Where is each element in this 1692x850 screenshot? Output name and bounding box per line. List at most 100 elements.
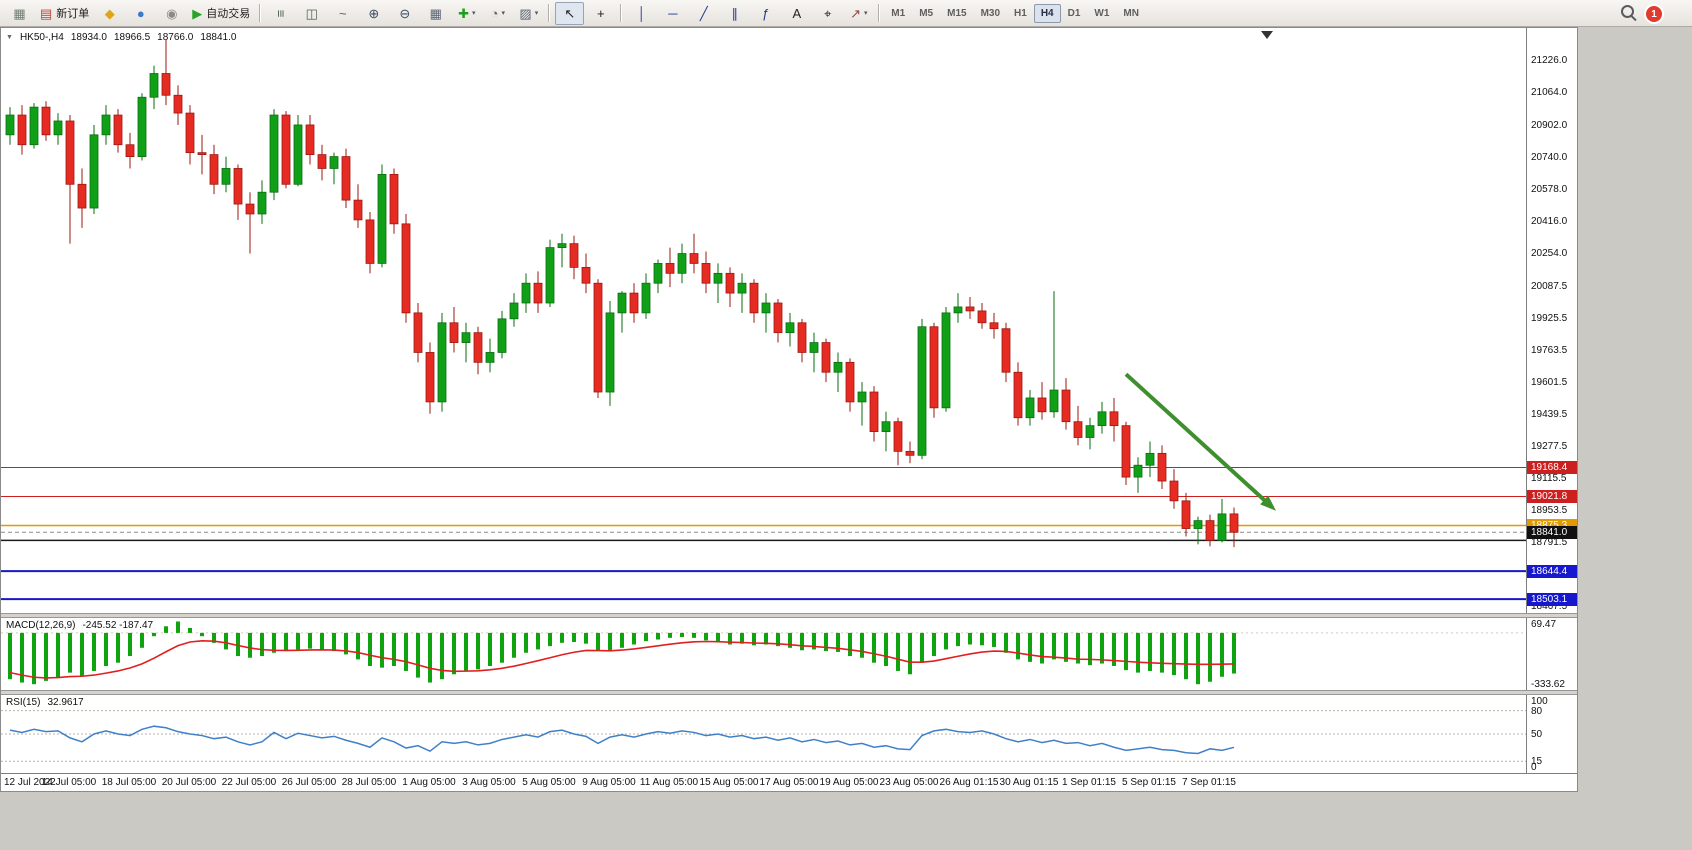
- autotrading-button-label: 自动交易: [206, 8, 251, 20]
- price-level-badge: 19168.4: [1527, 461, 1577, 474]
- chevron-down-icon: ▾: [471, 10, 476, 17]
- rsi-plot[interactable]: [1, 695, 1526, 773]
- time-tick-label: 3 Aug 05:00: [462, 777, 516, 788]
- rsi-tick-label: 0: [1531, 762, 1537, 773]
- fibonacci-button[interactable]: ƒ: [751, 2, 780, 25]
- macd-signal-line: [9, 640, 1235, 679]
- new-order-button[interactable]: ▤ 新订单: [36, 2, 93, 25]
- timeframe-m15-label: M15: [947, 7, 967, 19]
- autotrading-button[interactable]: ▶ 自动交易: [188, 2, 254, 25]
- text-button[interactable]: A: [782, 2, 811, 25]
- time-tick-label: 9 Aug 05:00: [582, 777, 636, 788]
- timeframe-h4-label: H4: [1040, 7, 1054, 19]
- crosshair-icon: +: [597, 5, 605, 21]
- text-icon: A: [792, 5, 802, 21]
- timeframe-mn[interactable]: MN: [1116, 4, 1146, 23]
- templates-icon: ▨: [519, 5, 532, 21]
- time-tick-label: 15 Aug 05:00: [699, 777, 759, 788]
- equidistant-channel-button[interactable]: ∥: [720, 2, 749, 25]
- price-axis[interactable]: 21226.0 21064.0 20902.0 20740.0 20578.0 20416…: [1526, 28, 1577, 613]
- cursor-icon: ↖: [564, 5, 576, 21]
- tile-windows-button[interactable]: ▦: [421, 2, 450, 25]
- price-tick-label: 18467.5: [1531, 601, 1568, 613]
- search-icon[interactable]: [1621, 5, 1634, 23]
- time-tick-label: 5 Aug 05:00: [522, 777, 576, 788]
- text-label-button[interactable]: ⌖: [813, 2, 842, 25]
- text-label-icon: ⌖: [824, 5, 832, 21]
- rsi-tick-label: 100: [1531, 696, 1548, 707]
- trend-arrow: [1124, 372, 1270, 506]
- macd-axis[interactable]: 69.47 -333.62: [1526, 618, 1577, 690]
- help-button[interactable]: ◉: [157, 2, 186, 25]
- community-button[interactable]: ●: [126, 2, 155, 25]
- chart-window-icon: ▦: [13, 5, 26, 21]
- crosshair-button[interactable]: +: [586, 2, 615, 25]
- chart-window-button[interactable]: ▦: [5, 2, 34, 25]
- toolbar-separator: [620, 4, 623, 22]
- bar-chart-button[interactable]: ≡: [266, 2, 295, 25]
- timeframe-m30[interactable]: M30: [974, 4, 1007, 23]
- notification-badge[interactable]: 1: [1646, 6, 1662, 22]
- toolbar: ▦ ▤ 新订单 ◆ ● ◉ ▶ 自动交易 ≡ ◫ ~ ⊕ ⊖ ▦ ✚ ▾ ◔ ▾ ▨ ▾ ↖ + │ ─ ╱ ∥ ƒ A ⌖ ↗ ▾ M1 M5…: [0, 0, 1692, 27]
- arrows-button[interactable]: ↗ ▾: [844, 2, 873, 25]
- timeframe-m1[interactable]: M1: [884, 4, 912, 23]
- timeframe-m5[interactable]: M5: [912, 4, 940, 23]
- price-tick-label: 19439.5: [1531, 408, 1568, 420]
- timeframe-h1[interactable]: H1: [1007, 4, 1034, 23]
- time-tick-label: 5 Sep 01:15: [1122, 777, 1176, 788]
- time-tick-label: 12 Jul 2022: [4, 777, 56, 788]
- price-tick-label: 19763.5: [1531, 344, 1568, 356]
- chevron-down-icon: ▾: [534, 10, 539, 17]
- timeframe-h4[interactable]: H4: [1033, 3, 1061, 23]
- indicators-button[interactable]: ✚ ▾: [452, 2, 481, 25]
- horizontal-line-button[interactable]: ─: [658, 2, 687, 25]
- time-tick-label: 1 Aug 05:00: [402, 777, 456, 788]
- timeframe-m1-label: M1: [891, 7, 906, 19]
- time-tick-label: 26 Aug 01:15: [939, 777, 999, 788]
- new-order-icon: ▤: [40, 5, 53, 21]
- trendline-button[interactable]: ╱: [689, 2, 718, 25]
- panel-splitter[interactable]: [1, 690, 1577, 695]
- price-level-badge: 18644.4: [1527, 564, 1577, 578]
- main-chart-plot[interactable]: [1, 28, 1526, 613]
- new-order-button-label: 新订单: [56, 8, 90, 20]
- price-tick-label: 20740.0: [1531, 151, 1568, 163]
- chart-shift-marker: [1261, 31, 1273, 39]
- timeframe-w1[interactable]: W1: [1087, 4, 1116, 23]
- time-tick-label: 1 Sep 01:15: [1062, 777, 1116, 788]
- candle-chart-icon: ◫: [305, 5, 318, 21]
- price-level-badge: 18503.1: [1527, 592, 1577, 606]
- time-axis[interactable]: 12 Jul 2022 14 Jul 05:00 18 Jul 05:00 20 Ju…: [1, 773, 1577, 791]
- panel-splitter[interactable]: [1, 613, 1577, 618]
- macd-tick-label: 69.47: [1531, 619, 1557, 630]
- timeframe-m30-label: M30: [980, 7, 1001, 19]
- market-icon: ◆: [104, 5, 115, 21]
- templates-button[interactable]: ▨ ▾: [514, 2, 543, 25]
- toolbar-separator: [548, 4, 551, 22]
- price-tick-label: 19925.5: [1531, 312, 1568, 324]
- time-tick-label: 30 Aug 01:15: [999, 777, 1059, 788]
- vertical-line-button[interactable]: │: [627, 2, 656, 25]
- price-tick-label: 19277.5: [1531, 440, 1568, 452]
- candle-chart-button[interactable]: ◫: [297, 2, 326, 25]
- candles: [5, 39, 1239, 548]
- timeframe-m5-label: M5: [919, 7, 934, 19]
- time-tick-label: 17 Aug 05:00: [759, 777, 819, 788]
- macd-plot[interactable]: [1, 618, 1526, 690]
- market-button[interactable]: ◆: [95, 2, 124, 25]
- timeframe-d1[interactable]: D1: [1061, 4, 1088, 23]
- zoom-in-button[interactable]: ⊕: [359, 2, 388, 25]
- chart-window: ▼ HK50-,H4 18934.0 18966.5 18766.0 18841…: [0, 27, 1578, 792]
- cursor-button[interactable]: ↖: [555, 1, 585, 25]
- main-chart-panel: ▼ HK50-,H4 18934.0 18966.5 18766.0 18841…: [1, 28, 1577, 613]
- periods-button[interactable]: ◔ ▾: [483, 2, 512, 25]
- line-chart-button[interactable]: ~: [328, 2, 357, 25]
- rsi-axis[interactable]: 100 80 50 15 0: [1526, 695, 1577, 773]
- rsi-value: 32.9617: [47, 697, 84, 708]
- price-tick-label: 20902.0: [1531, 119, 1568, 131]
- timeframe-m15[interactable]: M15: [940, 4, 973, 23]
- macd-values: -245.52 -187.47: [82, 620, 154, 631]
- zoom-out-button[interactable]: ⊖: [390, 2, 419, 25]
- collapse-chart-icon[interactable]: ▼: [6, 34, 13, 41]
- price-tick-label: 20416.0: [1531, 215, 1568, 227]
